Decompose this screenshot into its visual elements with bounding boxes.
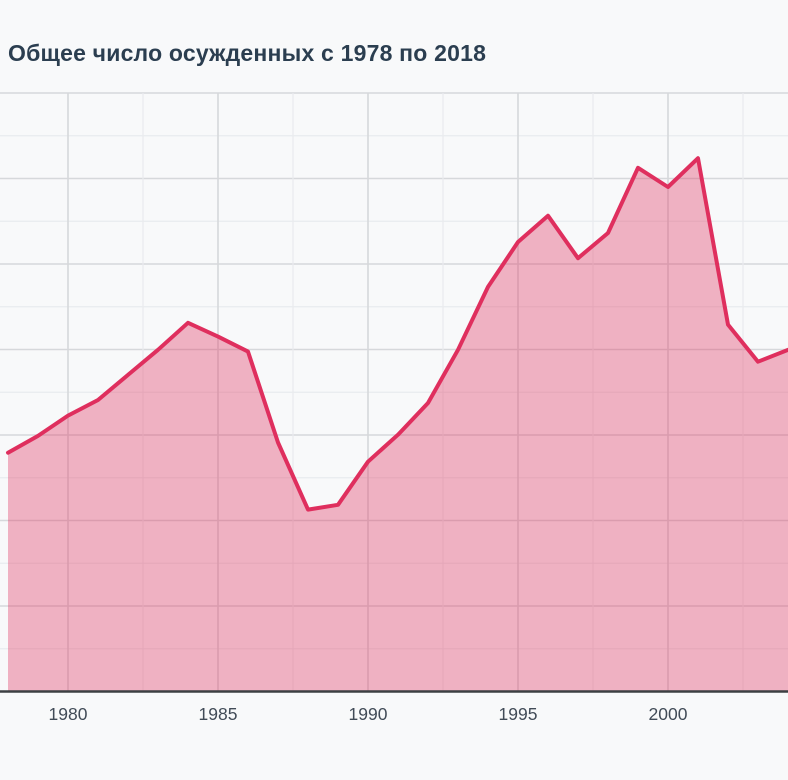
x-tick-label-1985: 1985	[198, 704, 238, 724]
chart-title: Общее число осужденных с 1978 по 2018	[8, 40, 487, 66]
x-tick-label-2000: 2000	[648, 704, 688, 724]
x-tick-label-1990: 1990	[348, 704, 388, 724]
trend-line	[6, 156, 788, 512]
area-fill	[8, 158, 788, 692]
x-tick-label-1995: 1995	[498, 704, 538, 724]
chart-canvas	[0, 92, 788, 693]
x-tick-label-1980: 1980	[48, 704, 88, 724]
